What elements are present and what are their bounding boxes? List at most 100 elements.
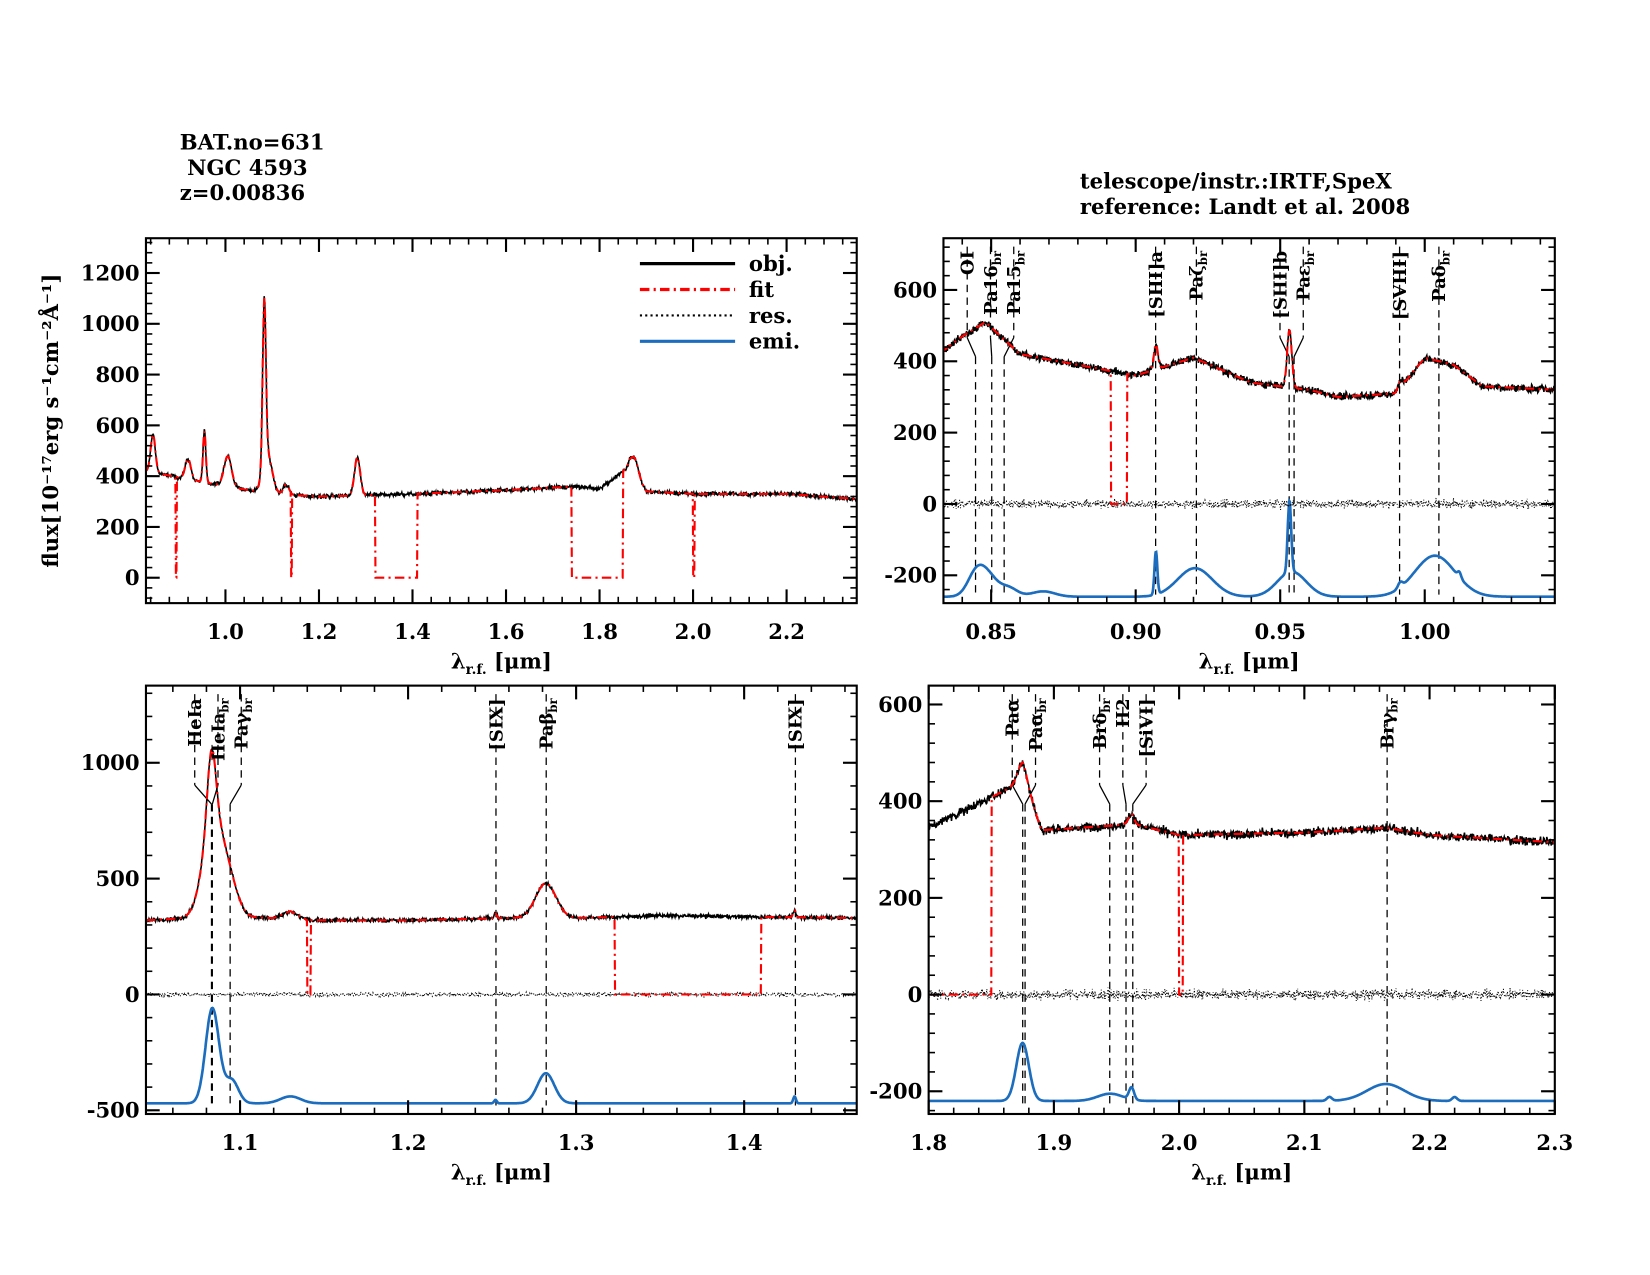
- x-tick-label: 1.2: [390, 1130, 427, 1155]
- line-label: [SVIII]: [1390, 251, 1411, 320]
- line-label: [SIX]: [786, 698, 807, 750]
- header-left: BAT.no=631 NGC 4593 z=0.00836: [180, 129, 325, 205]
- line-label: [SIII]a: [1146, 251, 1167, 318]
- line-label: H2: [1113, 698, 1134, 727]
- y-axis-label: flux[10⁻¹⁷erg s⁻¹cm⁻²Å⁻¹]: [38, 274, 63, 568]
- x-tick-label: 1.8: [581, 619, 618, 644]
- plot-frame: [927, 684, 1556, 1116]
- obj-series: [145, 747, 857, 925]
- line-label: Paεbr: [1294, 250, 1317, 301]
- y-tick-label: 0: [908, 982, 923, 1007]
- y-tick-label: 1000: [81, 311, 140, 336]
- x-axis-label: λr.f. [μm]: [1191, 1160, 1292, 1189]
- y-tick-label: 400: [893, 349, 937, 374]
- y-tick-label: 1000: [81, 750, 140, 775]
- bat-number: BAT.no=631: [180, 129, 325, 154]
- label-leader: [1003, 337, 1015, 357]
- x-tick-label: 1.4: [726, 1130, 763, 1155]
- y-tick-label: 600: [893, 277, 937, 302]
- telescope-instrument: telescope/instr.:IRTF,SpeX: [1080, 169, 1393, 194]
- line-label: Paγbr: [232, 697, 255, 749]
- res-series: [928, 987, 1555, 1002]
- x-tick-label: 1.6: [488, 619, 525, 644]
- x-tick-label: 2.2: [768, 619, 805, 644]
- y-tick-label: 400: [95, 464, 139, 489]
- line-label: HeIabr: [208, 697, 231, 761]
- x-tick-label: 2.0: [675, 619, 712, 644]
- label-leader: [989, 337, 993, 357]
- label-leader: [194, 784, 212, 805]
- label-leader: [1099, 784, 1111, 805]
- line-label: Paαbr: [1026, 697, 1049, 751]
- y-tick-label: 200: [893, 420, 937, 445]
- x-tick-label: 1.00: [1399, 619, 1451, 644]
- label-leader: [1293, 337, 1304, 357]
- y-tick-label: 200: [878, 885, 922, 910]
- y-tick-label: 0: [125, 565, 140, 590]
- x-tick-label: 0.85: [965, 619, 1017, 644]
- line-label: Paβbr: [537, 697, 560, 749]
- x-axis-label: λr.f. [μm]: [451, 649, 552, 678]
- x-tick-label: 1.2: [301, 619, 338, 644]
- object-name: NGC 4593: [180, 155, 308, 180]
- line-label: [SiVI]: [1136, 698, 1157, 757]
- y-tick-label: 200: [95, 514, 139, 539]
- plot-frame: [144, 237, 858, 605]
- legend-label: emi.: [749, 329, 800, 354]
- line-label: OI: [958, 251, 979, 275]
- redshift: z=0.00836: [180, 180, 305, 205]
- plot-frame: [942, 237, 1556, 605]
- x-tick-label: 2.2: [1411, 1130, 1448, 1155]
- y-tick-label: -200: [869, 1079, 922, 1104]
- y-tick-label: 800: [95, 362, 139, 387]
- x-tick-label: 0.95: [1254, 619, 1306, 644]
- panel-4: Paα Paαbr Brδbr H2 [SiVI] Brγbr 1.8 1.9 2.0 2.1 2.…: [869, 684, 1573, 1189]
- x-tick-label: 1.1: [222, 1130, 259, 1155]
- x-tick-label: 1.9: [1035, 1130, 1072, 1155]
- line-label: [SIX]: [486, 698, 507, 750]
- label-leader: [229, 784, 242, 805]
- x-tick-label: 2.1: [1286, 1130, 1323, 1155]
- x-tick-label: 0.90: [1110, 619, 1162, 644]
- x-axis-label: λr.f. [μm]: [1199, 649, 1300, 678]
- fit-series: [943, 320, 1555, 505]
- res-series: [145, 989, 857, 1000]
- legend-label: fit: [749, 277, 774, 302]
- label-leader: [1011, 784, 1024, 805]
- label-leader: [1132, 784, 1147, 805]
- line-label: Paζbr: [1187, 250, 1210, 300]
- y-tick-label: 0: [922, 491, 937, 516]
- legend-label: res.: [749, 303, 793, 328]
- line-label: Pa16br: [981, 250, 1004, 315]
- y-tick-label: -500: [87, 1098, 140, 1123]
- panel-1: 1.0 1.2 1.4 1.6 1.8 2.0 2.2 0 200 400 600 800 1000 12…: [38, 237, 858, 678]
- y-tick-label: 400: [878, 789, 922, 814]
- plot-frame: [144, 684, 858, 1116]
- label-leader: [1122, 784, 1127, 805]
- x-tick-label: 1.4: [394, 619, 431, 644]
- line-label: Brδbr: [1090, 697, 1113, 749]
- res-series: [943, 497, 1555, 510]
- obj-series: [943, 320, 1555, 401]
- label-leader: [966, 337, 977, 357]
- x-axis-label: λr.f. [μm]: [451, 1160, 552, 1189]
- line-label: Paα: [1003, 698, 1024, 737]
- line-label: Pa15br: [1004, 250, 1027, 315]
- x-tick-label: 2.3: [1536, 1130, 1573, 1155]
- emi-series: [928, 1041, 1555, 1103]
- legend-label: obj.: [749, 251, 793, 276]
- line-label: HeIa: [185, 698, 206, 747]
- fit-series: [928, 760, 1555, 996]
- y-tick-label: 500: [95, 866, 139, 891]
- emi-series: [943, 497, 1555, 598]
- x-tick-label: 2.0: [1161, 1130, 1198, 1155]
- line-label: Brγbr: [1377, 697, 1400, 749]
- y-tick-label: 600: [878, 692, 922, 717]
- line-label: Paδbr: [1429, 250, 1452, 302]
- reference: reference: Landt et al. 2008: [1080, 194, 1410, 219]
- x-tick-label: 1.8: [910, 1130, 947, 1155]
- header-right: telescope/instr.:IRTF,SpeX reference: La…: [1080, 169, 1410, 219]
